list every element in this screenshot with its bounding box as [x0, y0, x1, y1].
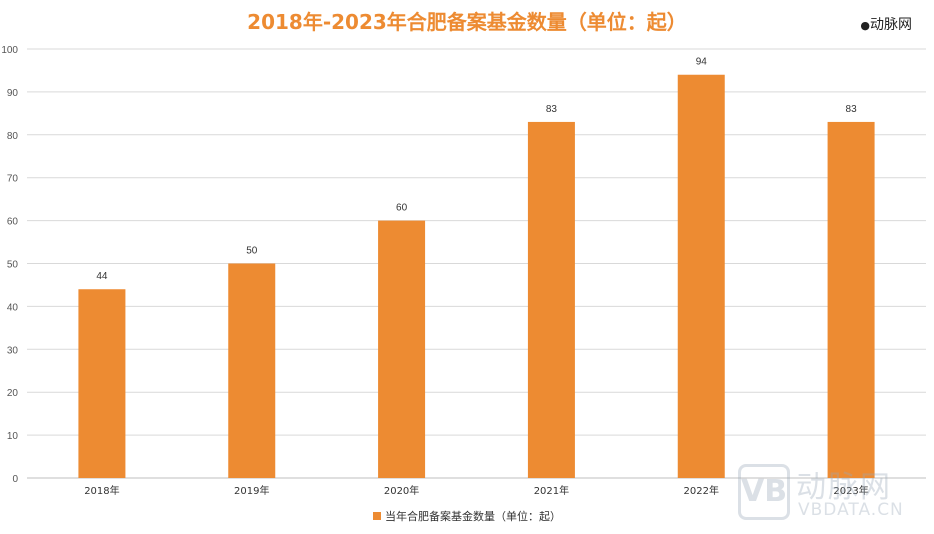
data-labels: 44 50 60 83 94 83: [96, 57, 858, 282]
data-label: 50: [246, 246, 258, 257]
y-tick-label: 10: [7, 431, 19, 442]
legend-swatch: [373, 512, 381, 520]
y-axis-ticks: 0 10 20 30 40 50 60 70 80 90 100: [1, 45, 18, 485]
data-label: 44: [96, 271, 108, 282]
chart-title: 2018年-2023年合肥备案基金数量（单位：起）: [247, 10, 687, 34]
x-tick-label: 2022年: [684, 484, 719, 497]
bar: [228, 263, 276, 478]
y-tick-label: 40: [7, 302, 19, 313]
x-tick-label: 2021年: [534, 484, 569, 497]
bar: [78, 289, 126, 478]
y-tick-label: 30: [7, 345, 19, 356]
y-tick-label: 100: [1, 45, 18, 56]
brand-mark: ●动脉网: [860, 14, 912, 34]
data-label: 83: [546, 104, 558, 115]
legend: 当年合肥备案基金数量（单位：起）: [0, 508, 934, 524]
y-tick-label: 20: [7, 388, 19, 399]
legend-label: 当年合肥备案基金数量（单位：起）: [385, 510, 561, 523]
y-tick-label: 60: [7, 217, 19, 228]
y-tick-label: 50: [7, 260, 19, 271]
x-tick-label: 2023年: [833, 484, 868, 497]
bar: [378, 220, 426, 478]
x-axis-ticks: 2018年 2019年 2020年 2021年 2022年 2023年: [84, 484, 869, 497]
x-tick-label: 2019年: [234, 484, 269, 497]
data-label: 83: [846, 104, 858, 115]
grid-lines: [27, 48, 926, 479]
y-tick-label: 90: [7, 88, 19, 99]
x-tick-label: 2018年: [84, 484, 119, 497]
bar: [677, 74, 725, 479]
bar: [527, 121, 575, 479]
y-tick-label: 70: [7, 174, 19, 185]
data-label: 60: [396, 203, 408, 214]
y-tick-label: 80: [7, 131, 19, 142]
brand-dot-icon: ●: [860, 19, 870, 32]
data-label: 94: [696, 57, 708, 68]
brand-text: 动脉网: [870, 17, 912, 33]
bars: [78, 74, 875, 479]
bar: [827, 121, 875, 479]
y-tick-label: 0: [12, 474, 18, 485]
x-tick-label: 2020年: [384, 484, 419, 497]
